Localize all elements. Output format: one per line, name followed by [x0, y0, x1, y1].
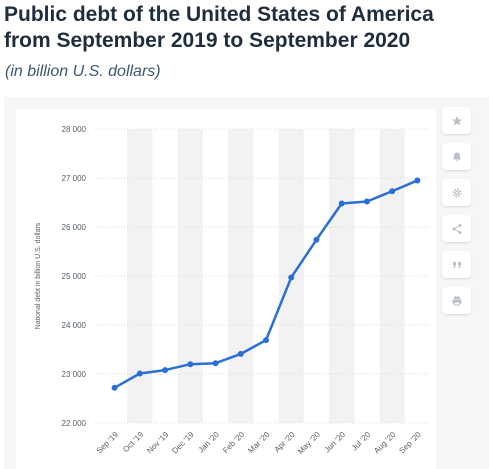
line-chart: 22 000 23 000 24 000 25 000 26 000 27 000 28 0…: [35, 125, 430, 456]
data-point: [288, 274, 295, 281]
x-tick-label: Nov '19: [145, 430, 171, 456]
y-tick-label: 26 000: [62, 223, 87, 232]
gear-icon: [452, 188, 461, 197]
x-tick-label: Oct '19: [121, 430, 145, 454]
print-icon: [452, 296, 461, 305]
data-point: [363, 198, 370, 205]
x-tick-label: May '20: [296, 430, 322, 456]
settings-button[interactable]: [442, 179, 471, 206]
x-tick-label: Sep '20: [397, 430, 423, 456]
data-point: [212, 360, 219, 367]
data-point: [313, 236, 320, 243]
notification-button[interactable]: [442, 143, 471, 170]
column-band: [329, 129, 355, 423]
y-tick-label: 28 000: [62, 125, 87, 134]
y-tick-label: 22 000: [62, 419, 87, 428]
chart-area: 22 000 23 000 24 000 25 000 26 000 27 000 28 0…: [16, 109, 436, 469]
data-point: [389, 188, 396, 195]
x-tick-label: Aug '20: [372, 430, 398, 456]
y-tick-label: 25 000: [62, 272, 87, 281]
print-button[interactable]: [442, 287, 471, 314]
data-point: [237, 350, 244, 357]
x-tick-label: Feb '20: [221, 430, 246, 455]
quote-icon: [452, 261, 461, 268]
y-tick-label: 23 000: [62, 370, 87, 379]
chart-panel: 22 000 23 000 24 000 25 000 26 000 27 000 28 0…: [4, 97, 489, 469]
y-tick-label: 24 000: [62, 321, 87, 330]
series-line: [114, 179, 418, 389]
share-button[interactable]: [442, 215, 471, 242]
bell-icon: [452, 152, 461, 161]
favorite-button[interactable]: [442, 107, 471, 134]
data-point: [414, 177, 421, 184]
x-tick-label: Jul '20: [350, 430, 373, 453]
x-tick-label: Dec '19: [170, 430, 196, 456]
share-icon: [452, 223, 461, 234]
data-point: [263, 337, 269, 344]
data-point: [136, 370, 143, 377]
data-point: [187, 361, 194, 368]
chart-subtitle: (in billion U.S. dollars): [5, 63, 161, 80]
data-point: [162, 367, 169, 374]
cite-button[interactable]: [442, 251, 471, 278]
column-band: [228, 129, 254, 423]
x-tick-label: Jan '20: [197, 430, 222, 455]
y-axis-label: National debt in billion U.S. dollars: [35, 222, 42, 329]
x-tick-label: Jun '20: [323, 430, 348, 455]
y-tick-label: 27 000: [62, 174, 87, 183]
chart-title: Public debt of the United States of Amer…: [4, 3, 434, 52]
data-point: [338, 200, 345, 207]
star-icon: [451, 115, 462, 125]
x-tick-label: Sep '19: [95, 430, 121, 456]
x-tick-label: Mar '20: [246, 430, 271, 455]
data-point: [111, 384, 118, 391]
x-tick-label: Apr '20: [273, 430, 298, 455]
